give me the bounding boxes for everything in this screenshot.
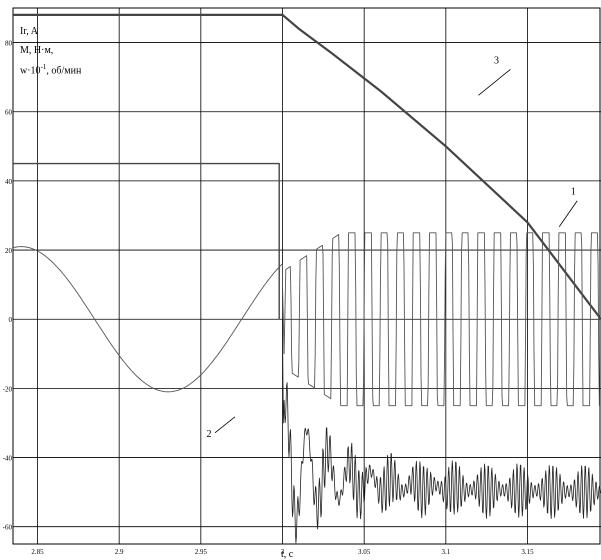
series-curve-3 bbox=[13, 13, 601, 320]
y-label-unit: , об/мин bbox=[46, 65, 82, 77]
y-tick-label: 60 bbox=[5, 109, 13, 117]
plot-frame bbox=[12, 7, 601, 545]
x-tick-label: 2.9 bbox=[115, 548, 124, 556]
y-label-line-1: Ir, A bbox=[20, 26, 38, 37]
series-curve-45 bbox=[13, 162, 280, 320]
series-curve-1 bbox=[12, 232, 601, 407]
x-tick-label: 2.85 bbox=[31, 548, 44, 556]
x-tick-label: 3.1 bbox=[441, 548, 450, 556]
x-tick-label: 2.95 bbox=[195, 548, 208, 556]
y-tick-label: 20 bbox=[5, 247, 13, 255]
x-tick-label: 3 bbox=[281, 548, 285, 556]
curve-label-3: 3 bbox=[494, 55, 499, 66]
y-tick-label: -60 bbox=[3, 524, 13, 532]
series-curve-2 bbox=[282, 319, 601, 544]
x-axis-label: t, с bbox=[281, 549, 294, 560]
y-tick-label: 40 bbox=[5, 178, 13, 186]
y-tick-label: 0 bbox=[9, 316, 13, 324]
curve-label-2: 2 bbox=[207, 429, 212, 440]
y-label-line-3: w·10-1, об/мин bbox=[20, 63, 81, 76]
x-tick-label: 3.15 bbox=[521, 548, 534, 556]
y-label-exponent: -1 bbox=[40, 63, 47, 71]
y-label-line-2: M, Н·м, bbox=[20, 45, 54, 56]
curve-label-1: 1 bbox=[571, 187, 576, 198]
x-tick-label: 3.05 bbox=[358, 548, 371, 556]
leader-line-1 bbox=[558, 200, 578, 227]
leader-line-3 bbox=[478, 69, 511, 96]
y-tick-label: 80 bbox=[5, 40, 13, 48]
leader-line-2 bbox=[214, 416, 236, 434]
y-tick-label: -40 bbox=[3, 455, 13, 463]
y-tick-label: -20 bbox=[3, 385, 13, 393]
y-label-w: w·10 bbox=[20, 65, 41, 77]
